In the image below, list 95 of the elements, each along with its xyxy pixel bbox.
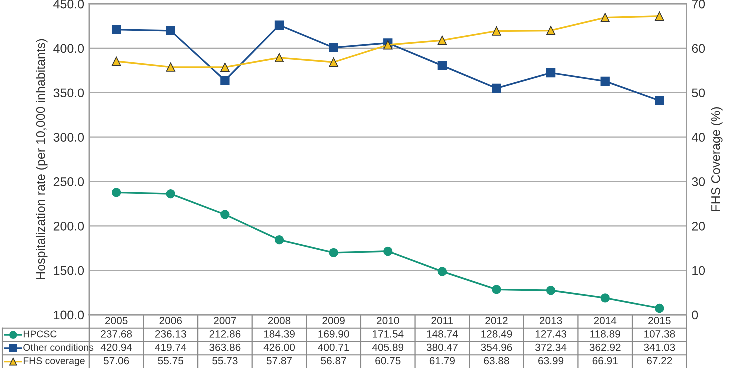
data-label: 354.96 <box>481 344 512 352</box>
y2-tick-label: 30 <box>692 178 706 186</box>
y-tick-label: 400.0 <box>54 44 84 54</box>
data-label: 127.43 <box>536 330 567 338</box>
x-tick-label: 2008 <box>268 317 291 324</box>
y-tick-label: 450.0 <box>54 0 84 9</box>
data-label: 184.39 <box>264 330 295 338</box>
data-label: 380.47 <box>426 344 458 352</box>
point <box>438 61 448 70</box>
point <box>600 13 610 22</box>
data-label: 426.00 <box>264 344 296 352</box>
data-label: 405.89 <box>372 344 404 352</box>
legend-label: FHS coverage <box>24 358 85 366</box>
data-label: 118.89 <box>590 330 620 338</box>
y2-tick-label: 60 <box>692 44 706 54</box>
y-tick-label: 200.0 <box>54 222 84 231</box>
y-tick-label: 100.0 <box>54 310 84 320</box>
data-label: 60.75 <box>376 357 401 365</box>
point <box>600 76 610 86</box>
y-tick-label: 250.0 <box>54 178 84 186</box>
point <box>492 285 502 294</box>
point <box>166 189 176 199</box>
data-label: 419.74 <box>155 344 187 352</box>
data-label: 128.49 <box>482 330 512 338</box>
legend-label: HPCSC <box>24 330 57 338</box>
data-label: 67.22 <box>647 357 672 365</box>
point <box>600 294 610 303</box>
y-tick-label: 350.0 <box>54 88 84 98</box>
point <box>329 43 338 52</box>
data-label: 57.87 <box>266 357 292 365</box>
x-tick-label: 2006 <box>160 317 182 324</box>
data-label: 55.73 <box>212 357 238 365</box>
point <box>166 62 176 72</box>
point <box>655 304 664 314</box>
point <box>655 12 664 21</box>
data-label: 212.86 <box>210 330 241 338</box>
data-label: 56.87 <box>321 357 346 365</box>
y2-tick-label: 70 <box>692 0 706 9</box>
y-tick-label: 150.0 <box>54 266 84 276</box>
data-label: 363.86 <box>210 344 241 352</box>
y-tick-label: 300.0 <box>54 133 84 142</box>
data-label: 57.06 <box>104 357 130 365</box>
point <box>546 68 556 78</box>
data-label: 169.90 <box>318 330 350 338</box>
point <box>438 36 448 46</box>
point <box>274 53 284 63</box>
point <box>546 26 556 36</box>
point <box>166 26 176 36</box>
point <box>220 210 230 220</box>
y2-axis-title: FHS Coverage (%) <box>711 108 723 212</box>
x-tick-label: 2012 <box>486 317 508 324</box>
point <box>220 76 230 86</box>
x-tick-label: 2009 <box>322 317 345 324</box>
data-label: 341.03 <box>644 344 676 352</box>
data-label: 420.94 <box>100 344 132 352</box>
point <box>384 246 393 256</box>
y2-tick-label: 50 <box>692 88 706 98</box>
data-label: 55.75 <box>158 357 184 365</box>
x-tick-label: 2014 <box>594 317 617 324</box>
data-label: 61.79 <box>430 357 455 365</box>
data-label: 400.71 <box>318 344 350 352</box>
point <box>546 286 556 296</box>
x-tick-label: 2005 <box>106 317 128 324</box>
point <box>492 26 502 36</box>
x-tick-label: 2015 <box>648 317 671 324</box>
y2-tick-label: 10 <box>692 266 706 276</box>
data-label: 237.68 <box>101 330 132 338</box>
x-tick-label: 2013 <box>540 317 562 324</box>
data-label: 171.54 <box>372 330 404 338</box>
x-tick-label: 2010 <box>377 317 400 324</box>
y2-tick-label: 40 <box>692 133 706 142</box>
x-tick-label: 2011 <box>432 317 454 324</box>
data-label: 66.91 <box>592 357 618 365</box>
y2-tick-label: 0 <box>692 310 698 320</box>
point <box>655 96 664 106</box>
point <box>274 235 284 245</box>
point <box>329 58 338 67</box>
point <box>329 248 338 258</box>
data-label: 63.88 <box>484 357 510 365</box>
point <box>492 84 502 94</box>
data-label: 362.92 <box>590 344 621 352</box>
data-label: 236.13 <box>155 330 186 338</box>
data-label: 148.74 <box>427 330 458 338</box>
y2-tick-label: 20 <box>692 222 706 231</box>
point <box>220 62 230 72</box>
data-label: 107.38 <box>644 330 676 338</box>
y-axis-title: Hospitalization rate (per 10,000 inhabitants) <box>36 39 48 280</box>
point <box>112 25 122 34</box>
point <box>112 56 122 66</box>
data-label: 63.99 <box>538 357 564 365</box>
data-label: 372.34 <box>536 344 567 352</box>
x-tick-label: 2007 <box>214 317 236 324</box>
point <box>112 188 122 198</box>
point <box>438 267 448 276</box>
point <box>274 20 284 30</box>
